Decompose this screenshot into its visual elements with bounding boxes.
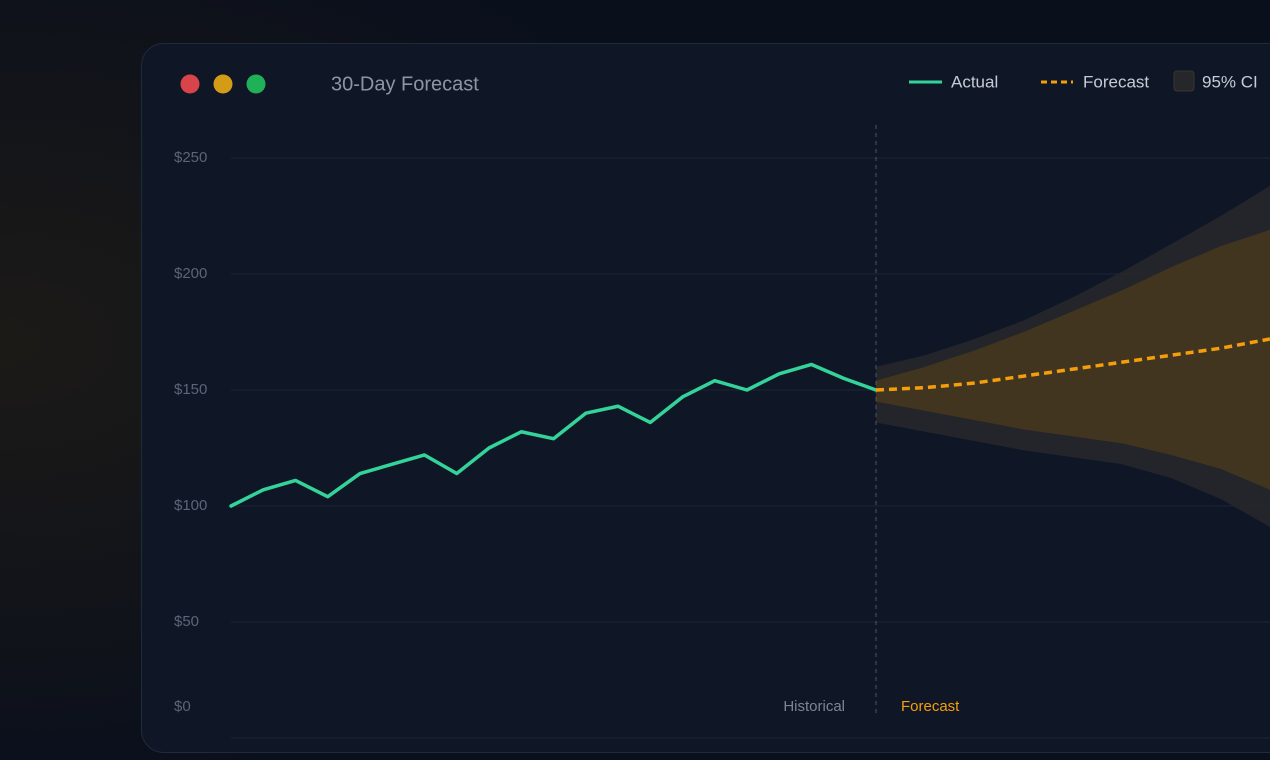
legend: Actual Forecast 95% CI [909, 70, 1258, 92]
actual-line [229, 362, 878, 508]
legend-label: Actual [951, 72, 998, 91]
legend-label: Forecast [1083, 72, 1149, 91]
window [141, 43, 1270, 753]
region-label: Forecast [901, 698, 960, 715]
forecast-line [875, 337, 1270, 392]
y-tick-label: $250 [174, 149, 207, 166]
y-tick-label: $150 [174, 381, 207, 398]
y-tick-label: $200 [174, 265, 207, 282]
close-button[interactable] [180, 74, 200, 94]
legend-swatch [1173, 70, 1195, 92]
maximize-button[interactable] [246, 74, 266, 94]
window-title: 30-Day Forecast [331, 73, 479, 95]
y-tick-label: $100 [174, 497, 207, 514]
confidence-band [876, 229, 1270, 490]
y-tick-label: $0 [174, 698, 191, 715]
y-tick-label: $50 [174, 613, 199, 630]
minimize-button[interactable] [213, 74, 233, 94]
legend-label: 95% CI [1202, 72, 1258, 91]
region-label: Historical [783, 698, 845, 715]
plot [229, 125, 1270, 739]
